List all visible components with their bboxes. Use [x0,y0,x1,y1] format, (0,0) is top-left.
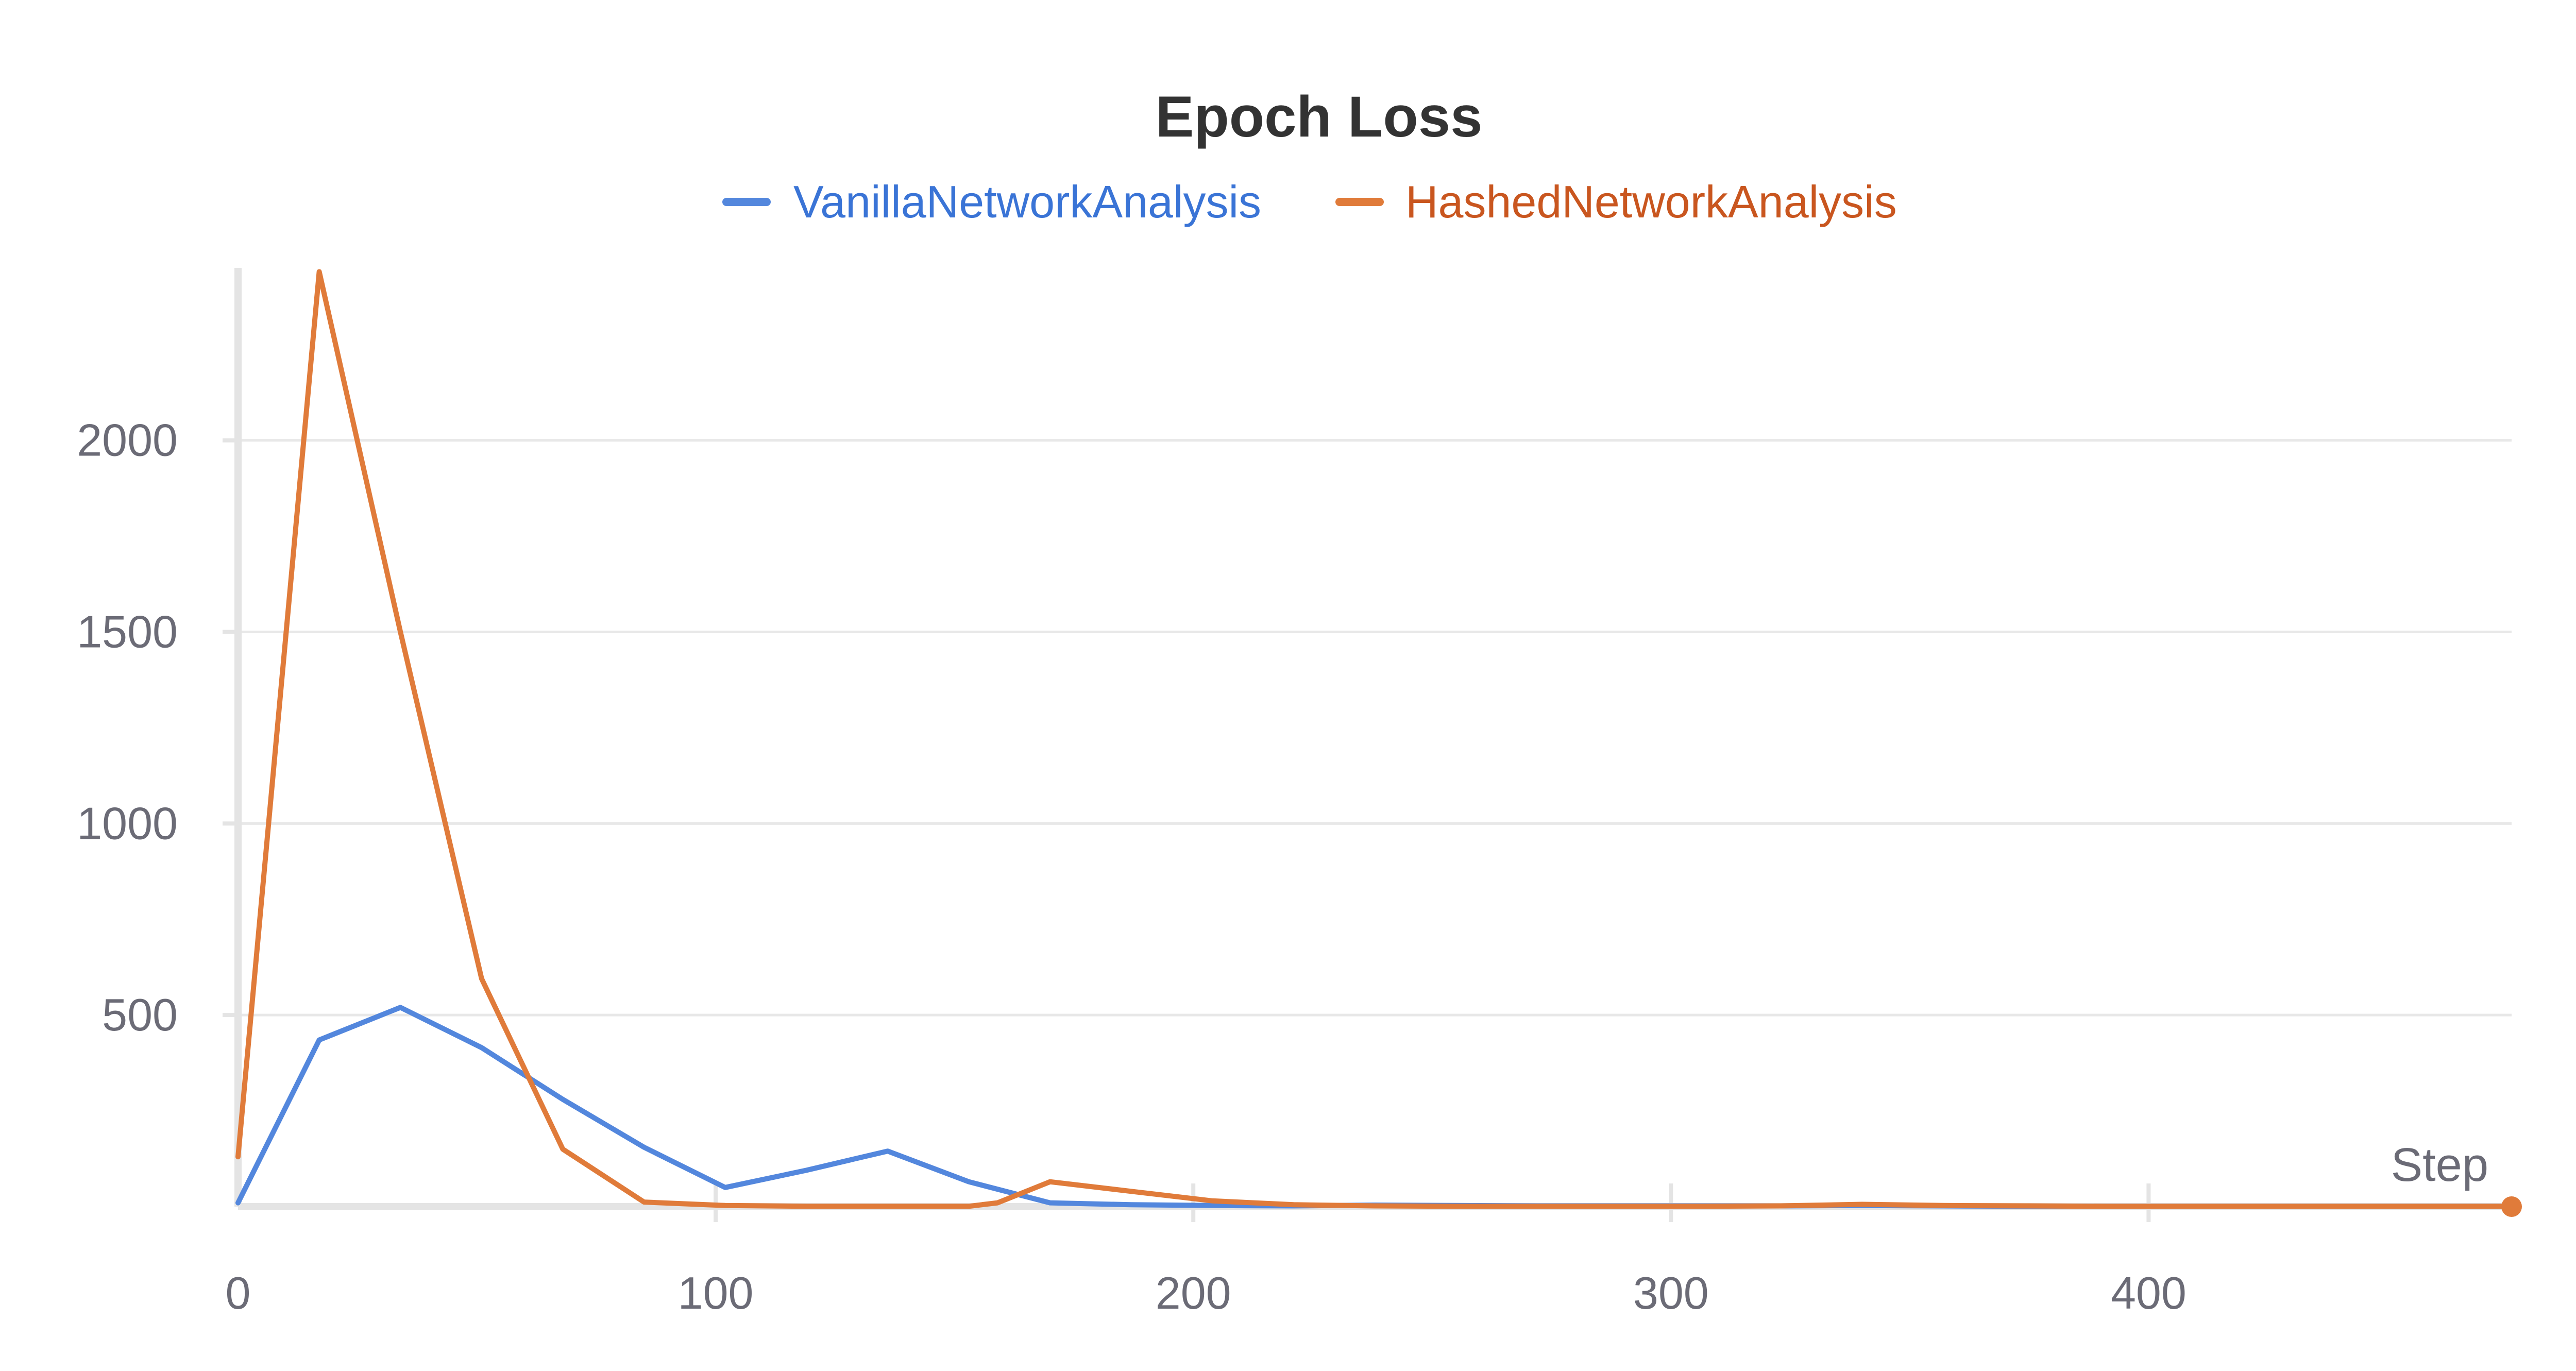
grid-lines [238,439,2512,1017]
y-tick-label-500: 500 [102,989,178,1040]
series-line-HashedNetworkAnalysis [235,269,2514,1209]
x-axis-end-marker [2501,1196,2522,1217]
y-tick-label-2000: 2000 [77,415,178,466]
axes [234,268,2512,1210]
legend: VanillaNetworkAnalysis HashedNetworkAnal… [722,176,1897,227]
tick-labels: 500 1000 1500 2000 0 100 200 300 400 [77,415,2187,1318]
series-line-VanillaNetworkAnalysis [235,1005,2514,1209]
x-tick-label-300: 300 [1633,1267,1709,1318]
legend-label-vanilla: VanillaNetworkAnalysis [793,176,1261,227]
chart-title: Epoch Loss [1156,84,1483,149]
y-tick-label-1500: 1500 [77,606,178,657]
x-tick-label-100: 100 [678,1267,754,1318]
x-axis-label: Step [2391,1139,2488,1191]
legend-label-hashed: HashedNetworkAnalysis [1405,176,1897,227]
x-tick-label-400: 400 [2111,1267,2187,1318]
x-tick-label-200: 200 [1156,1267,1231,1318]
y-tick-label-1000: 1000 [77,798,178,849]
x-tick-label-0: 0 [226,1267,251,1318]
series-lines [235,269,2514,1209]
